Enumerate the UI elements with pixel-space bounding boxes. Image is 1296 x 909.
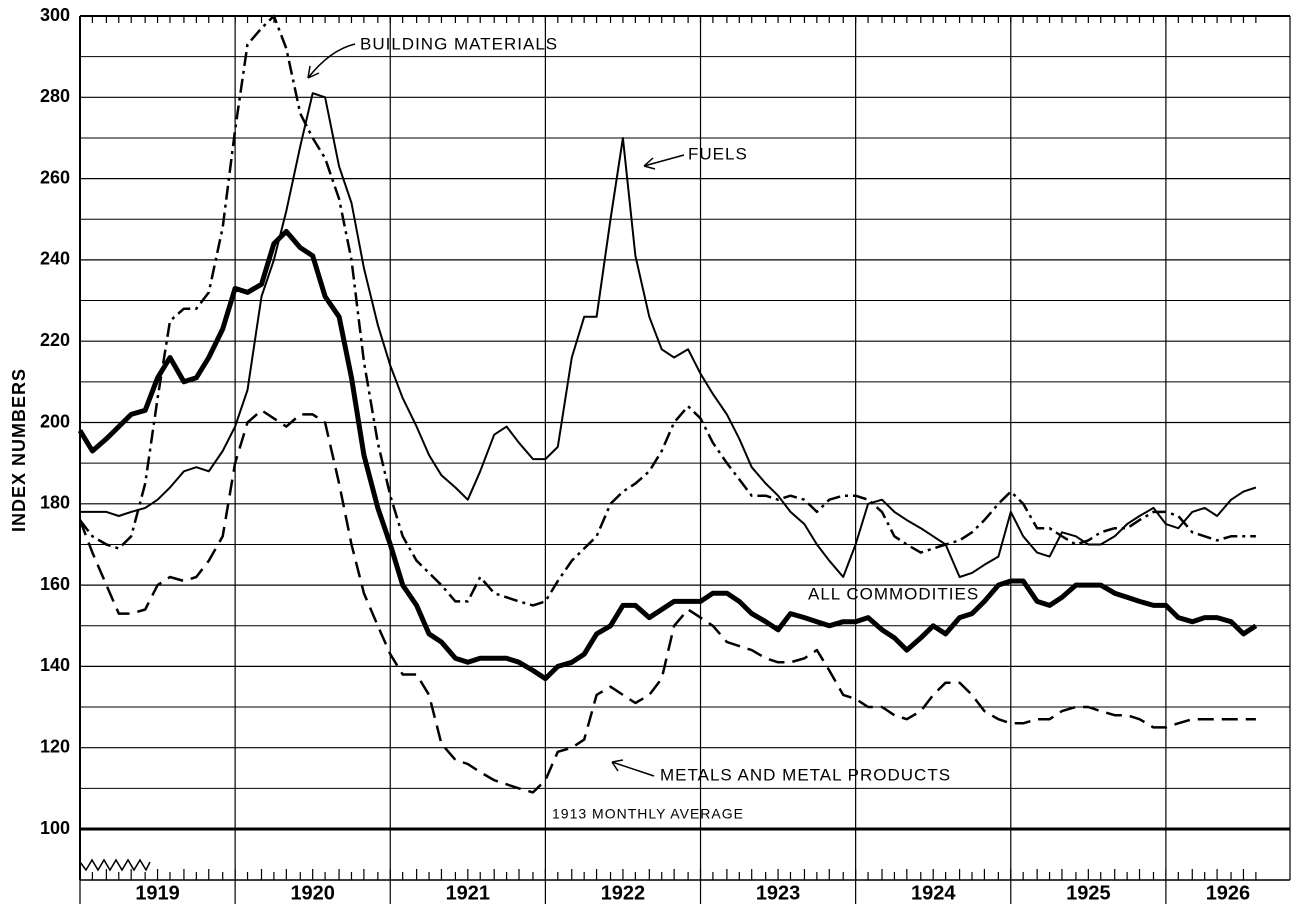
series-line: [80, 92, 1257, 578]
x-tick-label: 1919: [135, 882, 180, 904]
arrow: [611, 759, 655, 777]
y-axis-label: INDEX NUMBERS: [9, 368, 29, 532]
y-tick-label: 120: [40, 736, 70, 756]
x-tick-label: 1924: [911, 882, 956, 904]
y-tick-label: 300: [40, 5, 70, 25]
y-tick-label: 140: [40, 655, 70, 675]
series-line: [77, 228, 1258, 682]
series-line: [78, 409, 1256, 794]
x-tick-label: 1921: [446, 882, 491, 904]
y-tick-label: 280: [40, 86, 70, 106]
y-tick-label: 100: [40, 818, 70, 838]
x-tick-label: 1925: [1066, 882, 1111, 904]
y-tick-label: 220: [40, 330, 70, 350]
y-tick-label: 200: [40, 411, 70, 431]
x-tick-label: 1920: [290, 882, 335, 904]
y-tick-label: 260: [40, 167, 70, 187]
y-tick-label: 180: [40, 493, 70, 513]
x-tick-label: 1922: [601, 882, 646, 904]
arrow: [307, 43, 356, 79]
annotation: FUELS: [688, 144, 748, 163]
x-tick-label: 1926: [1206, 882, 1251, 904]
annotation: ALL COMMODITIES: [808, 584, 979, 603]
annotation: 1913 MONTHLY AVERAGE: [552, 806, 744, 822]
arrow: [643, 154, 685, 170]
axis-break: [79, 858, 151, 872]
annotation: METALS AND METAL PRODUCTS: [660, 765, 951, 784]
x-tick-label: 1923: [756, 882, 801, 904]
y-tick-label: 240: [40, 249, 70, 269]
annotation: BUILDING MATERIALS: [360, 34, 558, 53]
series-line: [79, 14, 1256, 607]
y-tick-label: 160: [40, 574, 70, 594]
annotation-arrows: [307, 43, 685, 777]
